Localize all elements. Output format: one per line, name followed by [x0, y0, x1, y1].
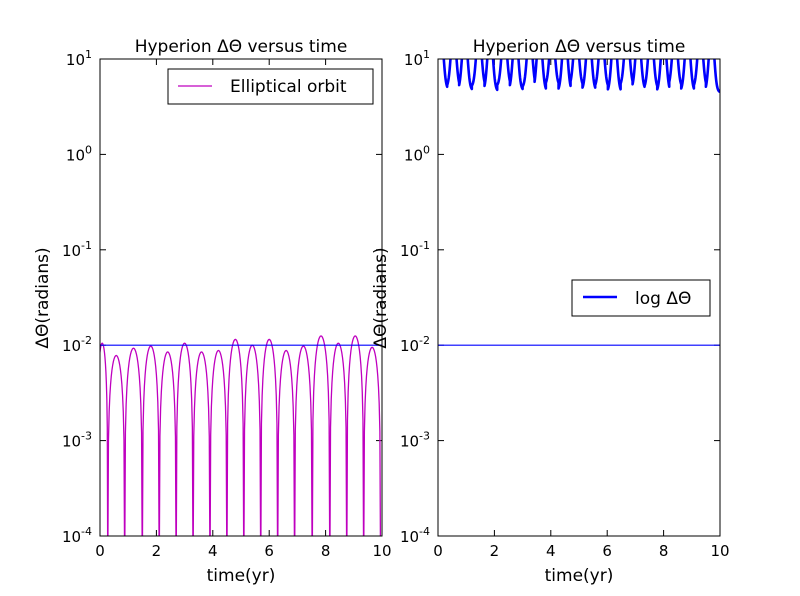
left-legend-label: Elliptical orbit [230, 77, 347, 97]
left-y-tick-exponent: -4 [81, 525, 92, 538]
left-y-tick-label: 101 [66, 48, 92, 69]
left-x-tick-label: 4 [208, 542, 218, 560]
left-y-tick-base: 10 [62, 528, 81, 546]
right-y-tick-exponent: -2 [419, 334, 430, 347]
right-y-tick-base: 10 [400, 528, 419, 546]
left-y-tick-label: 10-2 [62, 334, 92, 355]
left-y-tick-exponent: -1 [81, 239, 92, 252]
left-y-axis-label: ΔΘ(radians) [33, 247, 53, 348]
right-y-tick-base: 10 [404, 146, 423, 164]
right-legend-label: log ΔΘ [635, 289, 691, 309]
left-x-tick-label: 6 [264, 542, 274, 560]
left-plot-frame [99, 58, 383, 537]
right-x-tick-label: 2 [490, 542, 500, 560]
right-y-tick-label: 10-3 [400, 430, 430, 451]
right-y-tick-label: 10-4 [400, 525, 430, 546]
left-y-tick-base: 10 [66, 146, 85, 164]
right-series-line [442, 59, 720, 94]
right-x-tick-label: 10 [710, 542, 729, 560]
right-y-tick-exponent: 0 [423, 143, 430, 156]
right-y-tick-label: 10-1 [400, 239, 430, 260]
right-y-tick-label: 100 [404, 143, 430, 164]
right-y-tick-base: 10 [400, 433, 419, 451]
left-legend: Elliptical orbit [167, 68, 374, 105]
right-y-tick-exponent: -1 [419, 239, 430, 252]
left-y-tick-base: 10 [62, 433, 81, 451]
right-y-tick-exponent: -4 [419, 525, 430, 538]
left-y-tick-base: 10 [66, 51, 85, 69]
right-y-axis-label: ΔΘ(radians) [371, 247, 391, 348]
right-y-tick-label: 101 [404, 48, 430, 69]
right-y-tick-label: 10-2 [400, 334, 430, 355]
right-y-tick-exponent: 1 [423, 48, 430, 61]
right-y-tick-base: 10 [400, 337, 419, 355]
right-plot-series [438, 59, 720, 346]
left-y-tick-exponent: 0 [85, 143, 92, 156]
left-y-tick-exponent: -2 [81, 334, 92, 347]
left-x-axis-label: time(yr) [207, 566, 276, 586]
right-x-tick-label: 8 [659, 542, 669, 560]
right-plot-frame [437, 58, 721, 537]
right-y-tick-base: 10 [404, 51, 423, 69]
left-y-tick-exponent: -3 [81, 430, 92, 443]
right-chart-title: Hyperion ΔΘ versus time [473, 37, 686, 57]
left-plot-series [100, 335, 382, 536]
left-y-tick-base: 10 [62, 337, 81, 355]
right-y-tick-exponent: -3 [419, 430, 430, 443]
right-x-tick-label: 6 [602, 542, 612, 560]
right-x-tick-label: 0 [433, 542, 443, 560]
left-y-tick-label: 10-4 [62, 525, 92, 546]
left-x-tick-label: 0 [95, 542, 105, 560]
left-y-tick-label: 10-1 [62, 239, 92, 260]
right-x-axis-label: time(yr) [545, 566, 614, 586]
right-legend: log ΔΘ [571, 279, 711, 317]
right-y-tick-base: 10 [400, 242, 419, 260]
left-y-tick-label: 10-3 [62, 430, 92, 451]
left-x-tick-label: 2 [152, 542, 162, 560]
left-y-tick-exponent: 1 [85, 48, 92, 61]
left-chart-title: Hyperion ΔΘ versus time [135, 37, 348, 57]
left-y-tick-base: 10 [62, 242, 81, 260]
right-chart-panel: Hyperion ΔΘ versus time time(yr) ΔΘ(radi… [371, 37, 730, 586]
left-y-tick-label: 100 [66, 143, 92, 164]
left-chart-panel: Hyperion ΔΘ versus time time(yr) ΔΘ(radi… [33, 37, 392, 586]
left-x-tick-label: 10 [372, 542, 391, 560]
right-x-tick-label: 4 [546, 542, 556, 560]
left-x-tick-label: 8 [321, 542, 331, 560]
left-series-line [100, 335, 382, 536]
